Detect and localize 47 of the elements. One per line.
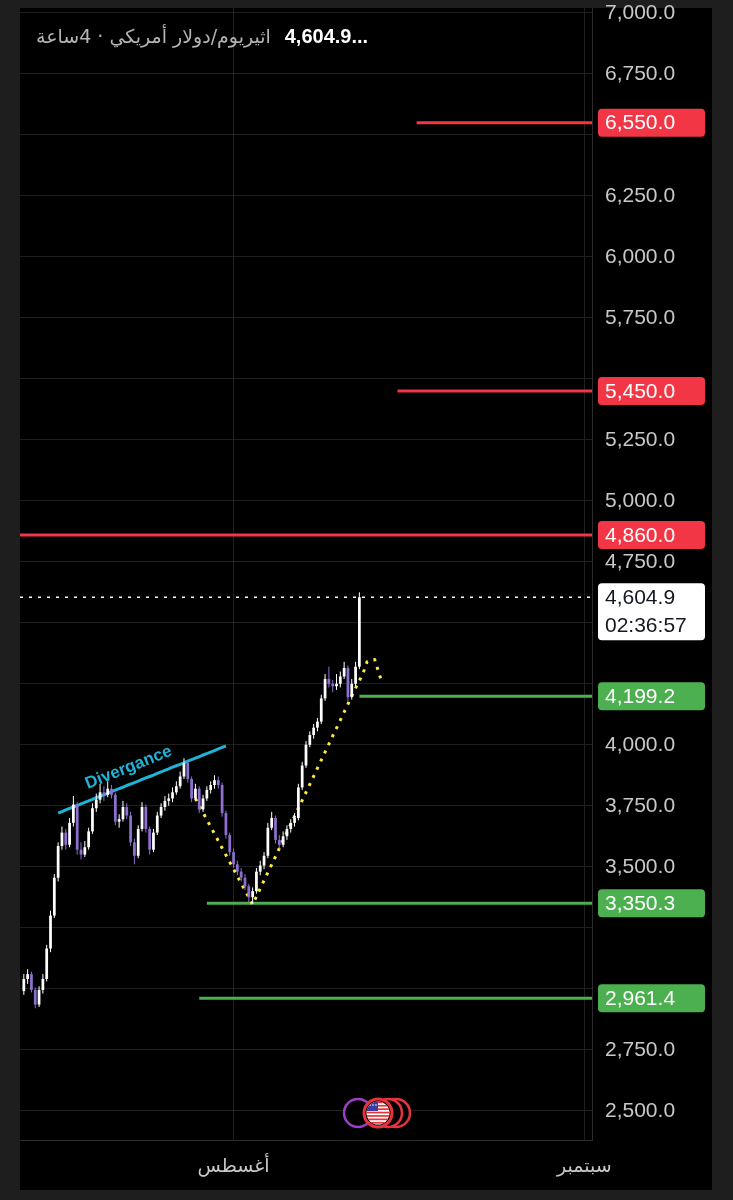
data-label: 2,961.4 [605,985,676,1009]
data-label: 4,860.0 [605,522,676,546]
candlestick [152,828,155,853]
candlestick [197,785,201,814]
y-tick-label: 3,750.0 [605,792,676,816]
x-tick-label: سبتمبر [556,1154,612,1178]
candlestick [22,973,26,996]
candlestick [274,815,277,845]
y-tick-label: 7,000.0 [605,0,676,23]
data-label: 3,350.3 [605,891,676,915]
candlestick [68,817,71,848]
text: 02:36:57 [605,613,687,636]
candlestick [91,802,94,835]
candlestick [33,987,37,1009]
candlestick [190,775,193,803]
line-series [193,657,384,907]
y-tick-label: 3,500.0 [605,853,676,877]
y-tick-label: 5,000.0 [605,487,676,511]
y-tick-label: 6,250.0 [605,182,676,206]
y-tick-label: 6,750.0 [605,60,676,84]
y-tick-label: 4,000.0 [605,731,676,755]
y-tick-label: 5,750.0 [605,304,676,328]
y-tick-label: 4,750.0 [605,548,676,572]
y-tick-label: 2,750.0 [605,1036,676,1060]
y-tick-label: 5,250.0 [605,426,676,450]
data-label: 6,550.0 [605,110,676,134]
x-tick-label: أغسطس [197,1153,270,1178]
y-tick-label: 6,000.0 [605,243,676,267]
candlestick [186,760,190,784]
data-label: 5,450.0 [605,378,676,402]
ref-line-label: 4,604.9 [605,585,676,608]
candlestick [342,661,346,680]
candlestick [87,827,91,851]
candlestick [354,661,357,687]
candlestick [64,828,68,851]
text: 4,604.9... [284,25,369,48]
candlestick [232,847,235,869]
candlestick [30,971,33,993]
data-label: 4,199.2 [605,683,676,707]
candlestick [148,826,152,856]
candlestick [72,795,75,827]
candlestick [255,867,258,895]
candlestick [144,804,148,834]
text: اثيريوم/دولار أمريكي · 4ساعة [36,25,271,47]
y-tick-label: 2,500.0 [605,1097,676,1121]
candlestick [350,678,354,701]
candlestick [133,838,136,865]
